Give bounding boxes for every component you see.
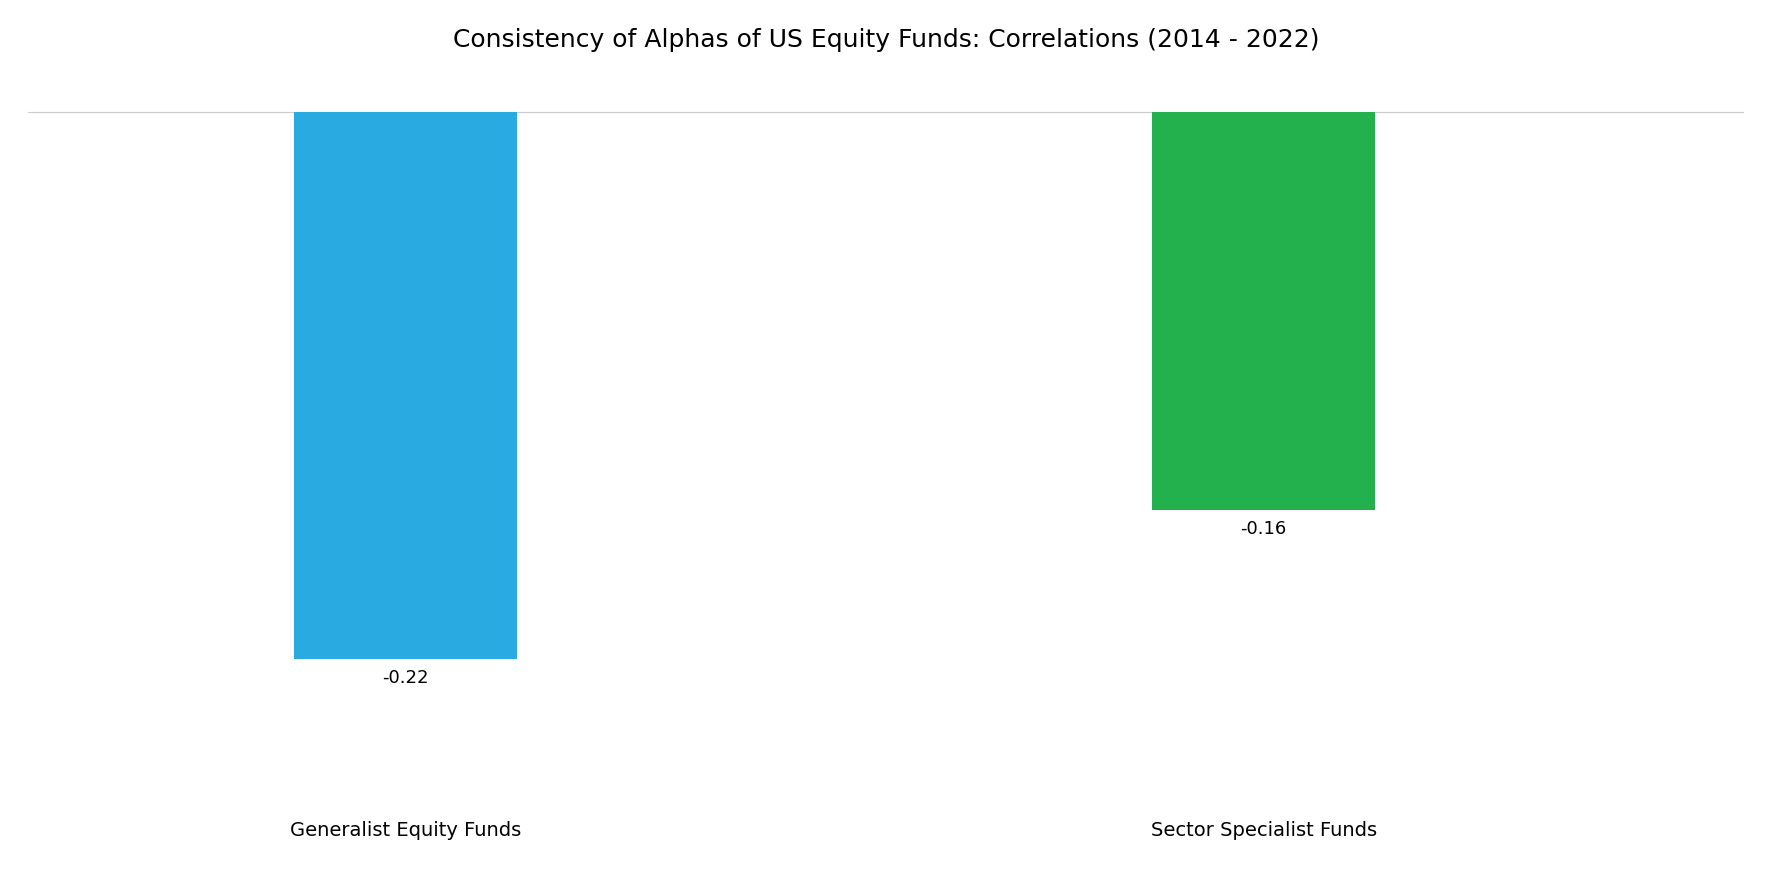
Bar xyxy=(294,112,517,659)
Text: Sector Specialist Funds: Sector Specialist Funds xyxy=(1150,821,1377,840)
Text: -0.22: -0.22 xyxy=(383,669,429,688)
Text: Generalist Equity Funds: Generalist Equity Funds xyxy=(291,821,521,840)
Text: -0.16: -0.16 xyxy=(1240,520,1286,538)
Bar xyxy=(1152,112,1375,510)
Title: Consistency of Alphas of US Equity Funds: Correlations (2014 - 2022): Consistency of Alphas of US Equity Funds… xyxy=(454,27,1318,51)
